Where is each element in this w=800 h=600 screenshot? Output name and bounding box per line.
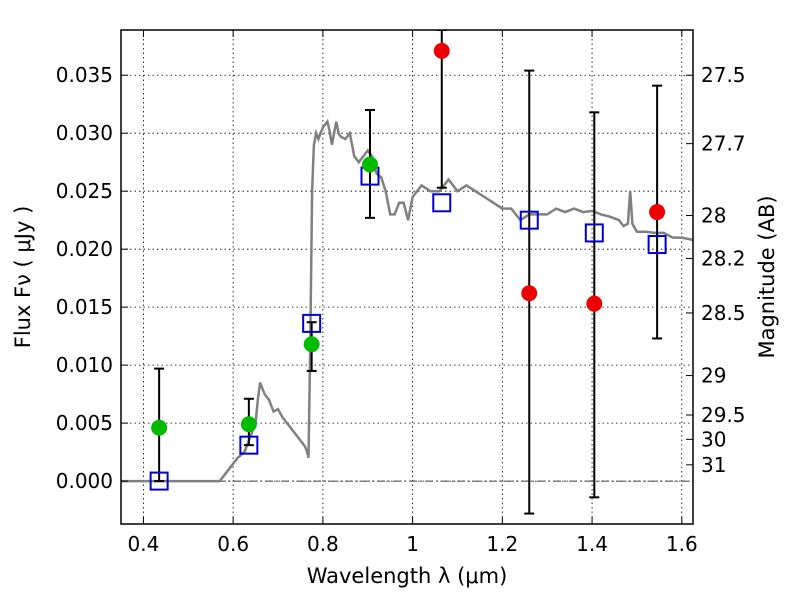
y2-tick-label-7: 30 <box>701 427 726 451</box>
y-tick-label-3: 0.015 <box>56 295 113 319</box>
red-point-0 <box>433 42 450 59</box>
model-square-4 <box>432 193 452 213</box>
model-square-1 <box>239 435 259 455</box>
y-tick-label-7: 0.035 <box>56 63 113 87</box>
y2-axis-title: Magnitude (AB) <box>755 195 779 358</box>
detected-points <box>151 156 378 436</box>
model-square-5 <box>519 210 539 230</box>
y-tick-label-2: 0.010 <box>56 353 113 377</box>
x-tick-label-4: 1.2 <box>486 532 518 556</box>
model-square-2 <box>302 313 322 333</box>
model-square-0 <box>149 471 169 491</box>
x-tick-label-2: 0.8 <box>307 532 339 556</box>
model-flux-squares <box>149 166 667 491</box>
x-tick-label-5: 1.4 <box>576 532 608 556</box>
y2-tick-label-1: 27.7 <box>701 132 746 156</box>
template-sed-layer <box>121 118 693 483</box>
red-point-1 <box>521 285 538 302</box>
y2-tick-label-3: 28.2 <box>701 246 746 270</box>
y2-tick-label-2: 28 <box>701 204 726 228</box>
x-axis-ticks: 0.4 0.6 0.8 1 1.2 1.4 1.6 <box>128 30 698 556</box>
plot-frame <box>120 29 694 525</box>
y-tick-label-6: 0.030 <box>56 121 113 145</box>
model-square-7 <box>647 235 667 255</box>
upper-points <box>433 42 666 312</box>
green-point-3 <box>361 156 378 173</box>
x-tick-label-1: 0.6 <box>217 532 249 556</box>
y-axis-ticks: 0.000 0.005 0.010 0.015 0.020 0.025 0.030 0.035 <box>56 63 128 493</box>
y2-tick-label-0: 27.5 <box>701 63 746 87</box>
y-tick-label-1: 0.005 <box>56 411 113 435</box>
x-tick-label-0: 0.4 <box>128 532 160 556</box>
red-point-2 <box>586 295 603 312</box>
y2-tick-label-6: 29.5 <box>701 403 746 427</box>
x-axis-title: Wavelength λ (μm) <box>307 564 508 588</box>
x-tick-label-6: 1.6 <box>666 532 698 556</box>
grid-lines <box>121 30 693 524</box>
y-tick-label-5: 0.025 <box>56 179 113 203</box>
y-axis-title: Flux Fν ( μJy ) <box>11 206 35 349</box>
errorbar-layer <box>154 30 663 515</box>
y2-tick-label-5: 29 <box>701 364 726 388</box>
x-tick-label-3: 1 <box>406 532 419 556</box>
y-tick-label-4: 0.020 <box>56 237 113 261</box>
y2-tick-label-4: 28.5 <box>701 301 746 325</box>
green-point-1 <box>240 416 257 433</box>
template-sed-line <box>121 118 693 483</box>
red-point-3 <box>649 204 666 221</box>
y2-tick-label-8: 31 <box>701 453 726 477</box>
green-point-0 <box>151 419 168 436</box>
y-tick-label-0: 0.000 <box>56 469 113 493</box>
model-square-6 <box>584 223 604 243</box>
green-point-2 <box>303 336 320 353</box>
